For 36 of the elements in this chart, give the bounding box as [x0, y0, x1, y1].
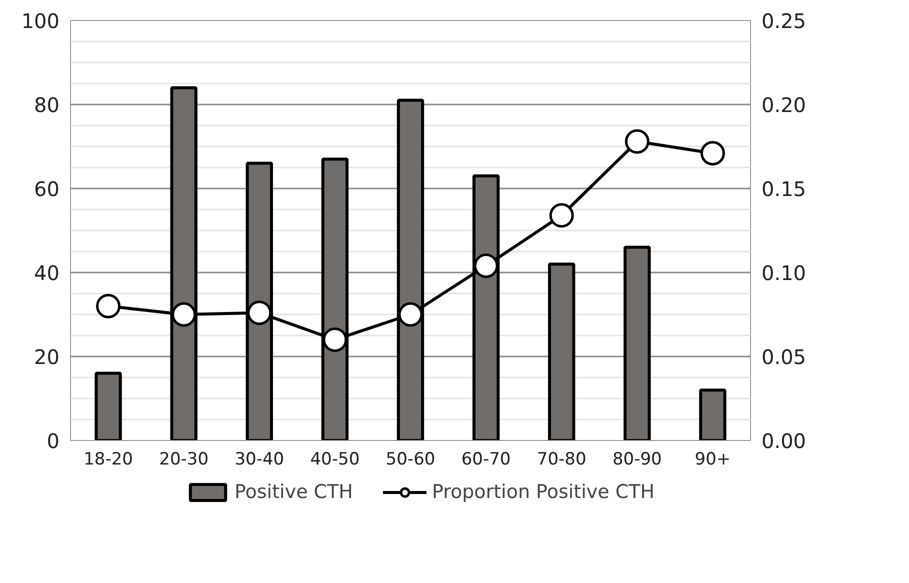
- point: [322, 327, 348, 352]
- y-tick-label: 40: [34, 261, 60, 285]
- x-tick-label: 50-60: [386, 450, 436, 470]
- x-tick-label: 20-30: [159, 450, 209, 470]
- x-tick-label: 30-40: [234, 450, 284, 470]
- y2-tick-label: 0.20: [762, 93, 806, 117]
- y2-tick-label: 0.25: [762, 9, 806, 33]
- y2-tick-label: 0.15: [762, 177, 806, 201]
- legend-label: Proportion Positive CTH: [432, 481, 654, 503]
- x-tick-label: 40-50: [310, 450, 360, 470]
- x-tick-label: 70-80: [536, 450, 586, 470]
- x-tick-label: 60-70: [461, 450, 511, 470]
- x-tick-label: 90+: [694, 450, 731, 470]
- y2-tick-label: 0.10: [762, 261, 806, 285]
- y-tick-label: 20: [34, 345, 60, 369]
- point: [700, 140, 725, 166]
- point: [474, 254, 498, 278]
- y2-tick-label: 0.00: [762, 429, 806, 453]
- point: [549, 203, 574, 228]
- bar: [548, 262, 576, 440]
- point: [172, 302, 196, 327]
- y-tick-label: 0: [46, 429, 60, 453]
- bar: [624, 246, 651, 440]
- x-tick-label: 80-90: [612, 450, 662, 470]
- y-tick-label: 80: [34, 93, 60, 117]
- x-tick-label: 18-20: [84, 450, 133, 470]
- y2-tick-label: 0.05: [762, 345, 806, 369]
- bar: [699, 388, 726, 440]
- point: [96, 294, 121, 318]
- point: [247, 300, 272, 326]
- point: [624, 129, 650, 154]
- legend-label: Positive CTH: [234, 481, 353, 503]
- y-tick-label: 60: [34, 177, 60, 201]
- point: [398, 302, 423, 327]
- bar: [94, 372, 122, 440]
- y-tick-label: 100: [21, 9, 60, 33]
